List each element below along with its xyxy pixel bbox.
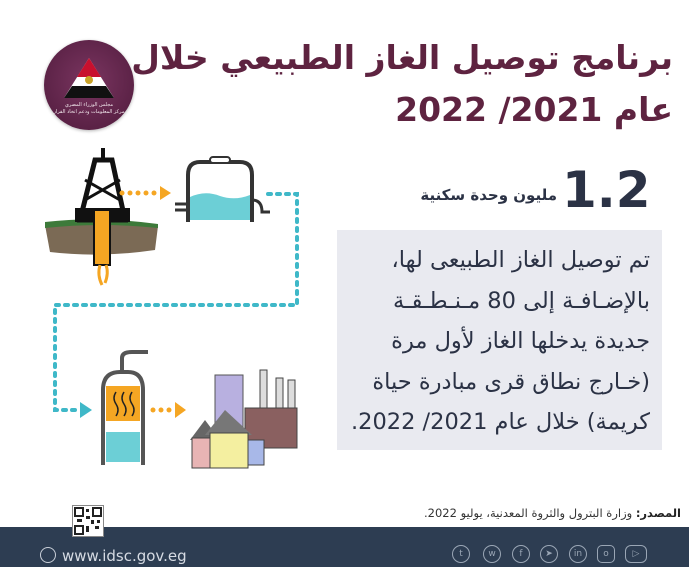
idsc-logo: مجلس الوزراء المصري مركز المعلومات ودعم … xyxy=(44,40,134,130)
website-link[interactable]: www.idsc.gov.eg xyxy=(62,547,187,565)
linkedin-icon[interactable]: in xyxy=(569,545,587,563)
description-box: تم توصيل الغاز الطبيعى لها، بالإضـافـة إ… xyxy=(337,230,662,450)
telegram-icon[interactable]: ➤ xyxy=(540,545,558,563)
qr-code-icon xyxy=(74,507,102,535)
logo-text-line2: مركز المعلومات ودعم اتخاذ القرار xyxy=(53,109,125,115)
twitter-icon[interactable]: t xyxy=(452,545,470,563)
gas-process-illustration xyxy=(45,148,299,469)
title-line2: عام 2021/ 2022 xyxy=(395,90,673,129)
arrow-right-icon xyxy=(119,186,171,200)
arrow-right-icon xyxy=(80,402,92,418)
description-line: كريمة) خلال عام 2021/ 2022. xyxy=(350,409,650,435)
description-line: بالإضـافـة إلى 80 مـنـطـقـة xyxy=(393,287,650,314)
description-line: (خـارج نطاق قرى مبادرة حياة xyxy=(372,368,650,395)
stat-value: 1.2 xyxy=(562,161,651,219)
source-text: وزارة البترول والثروة المعدنية، يوليو 20… xyxy=(424,506,636,520)
stat-unit: مليون وحدة سكنية xyxy=(420,186,557,204)
arrow-right-icon xyxy=(150,402,186,418)
youtube-icon[interactable]: ▷ xyxy=(625,545,647,563)
source-note: المصدر: وزارة البترول والثروة المعدنية، … xyxy=(424,506,681,520)
description-line: جديدة يدخلها الغاز لأول مرة xyxy=(391,328,650,354)
city-buildings-icon xyxy=(190,369,298,469)
description-line: تم توصيل الغاز الطبيعى لها، xyxy=(391,247,650,273)
logo-text-line1: مجلس الوزراء المصري xyxy=(65,102,113,108)
title-line1: برنامج توصيل الغاز الطبيعي خلال xyxy=(131,38,673,77)
gas-processor-icon xyxy=(101,350,148,465)
qr-code[interactable] xyxy=(72,505,104,537)
oil-rig-icon xyxy=(45,148,158,286)
pipeline-dotted-line xyxy=(53,192,299,412)
globe-icon xyxy=(40,547,56,563)
facebook-icon[interactable]: f xyxy=(512,545,530,563)
source-label: المصدر: xyxy=(635,506,681,520)
storage-tank-icon xyxy=(175,156,270,222)
whatsapp-icon[interactable]: w xyxy=(483,545,501,563)
egypt-flag-triangle-icon xyxy=(64,58,114,98)
instagram-icon[interactable]: o xyxy=(597,545,615,563)
